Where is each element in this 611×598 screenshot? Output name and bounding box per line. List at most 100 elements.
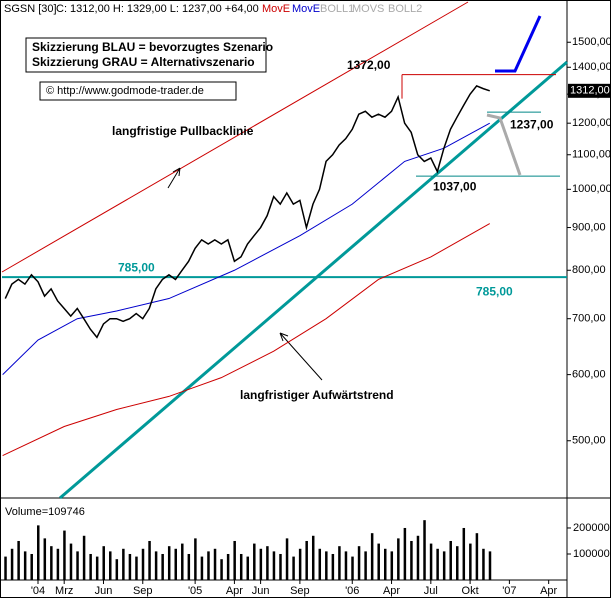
x-tick-label: Okt [462, 585, 479, 597]
x-tick-label: Sep [133, 585, 153, 597]
volume-bar [167, 546, 171, 580]
volume-bar [102, 546, 105, 580]
volume-bar [331, 553, 335, 580]
volume-bar [174, 548, 177, 580]
volume-label: Volume=109746 [5, 506, 85, 518]
volume-bar [82, 535, 86, 580]
volume-bar [161, 553, 164, 580]
pullback-line [1, 1, 469, 273]
annotation: langfristige Pullbacklinie [112, 124, 254, 138]
moving-average [2, 122, 490, 375]
volume-bar [266, 546, 269, 580]
volume-bar [344, 551, 348, 580]
level-label: 1037,00 [433, 179, 477, 193]
volume-bar [115, 559, 119, 580]
volume-bar [488, 551, 492, 580]
level-label: 1237,00 [510, 117, 554, 131]
volume-bar [285, 538, 289, 580]
volume-bar [370, 533, 374, 580]
volume-bar [383, 548, 387, 580]
volume-bar [128, 553, 132, 580]
volume-bar [246, 556, 250, 580]
volume-tick-label: 100000 [573, 548, 610, 560]
volume-bar [30, 553, 33, 580]
volume-bar [272, 551, 276, 580]
header-ind: BOLL1 [320, 3, 354, 15]
volume-bar [43, 538, 47, 580]
volume-bar [141, 548, 145, 580]
volume-bar [390, 551, 394, 580]
legend-text: Skizzierung GRAU = Alternativszenario [32, 55, 255, 69]
y-tick-label: 800,00 [572, 264, 606, 276]
x-tick-label: '05 [188, 585, 202, 597]
volume-bar [95, 556, 99, 580]
x-tick-label: '04 [31, 585, 45, 597]
volume-bar [50, 546, 53, 580]
header-ind: MovE [292, 3, 320, 15]
x-tick-label: Mrz [55, 585, 73, 597]
volume-bar [89, 553, 92, 580]
volume-bar [207, 551, 210, 580]
copyright: © http://www.godmode-trader.de [46, 85, 204, 97]
y-tick-label: 1000,00 [572, 183, 611, 195]
x-tick-label: Apr [226, 585, 243, 597]
volume-bar [239, 553, 243, 580]
volume-bar [469, 543, 472, 580]
moving-average [2, 223, 490, 457]
volume-bar [482, 548, 485, 580]
volume-bar [122, 548, 125, 580]
volume-bar [23, 551, 27, 580]
volume-bar [279, 553, 282, 580]
y-tick-label: 500,00 [572, 435, 606, 447]
volume-bar [10, 548, 14, 580]
volume-bar [325, 551, 328, 580]
volume-bar [357, 546, 361, 580]
header-quote: C: 1312,00 H: 1329,00 L: 1237,00 +64,00 [56, 3, 259, 15]
volume-bar [4, 556, 7, 580]
volume-bar [305, 540, 308, 580]
header-ind: BOLL2 [388, 3, 422, 15]
volume-bar [442, 551, 446, 580]
volume-bar [37, 525, 40, 580]
x-tick-label: '07 [502, 585, 516, 597]
volume-bar [17, 540, 20, 580]
volume-bar [259, 548, 263, 580]
arrow [167, 167, 181, 189]
volume-bar [233, 540, 236, 580]
annotation: langfristiger Aufwärtstrend [240, 388, 394, 402]
y-tick-label: 1500,00 [572, 36, 611, 48]
volume-bar [148, 540, 151, 580]
x-tick-label: Jun [95, 585, 113, 597]
y-tick-label: 900,00 [572, 221, 606, 233]
volume-bar [194, 538, 197, 580]
arrow [279, 332, 323, 381]
scenario-blue [495, 15, 542, 73]
x-tick-label: '06 [345, 585, 359, 597]
volume-bar [351, 556, 354, 580]
x-tick-label: Apr [540, 585, 557, 597]
volume-bar [423, 520, 426, 580]
volume-bar [377, 543, 380, 580]
header-ind: MovE [262, 3, 290, 15]
volume-bar [311, 535, 315, 580]
volume-bar [181, 543, 184, 580]
volume-bar [298, 548, 302, 580]
volume-bar [397, 538, 400, 580]
volume-bar [213, 548, 217, 580]
volume-bar [364, 551, 367, 580]
volume-bar [253, 543, 256, 580]
price-line [4, 84, 490, 339]
volume-bar [200, 556, 204, 580]
volume-bar [69, 543, 73, 580]
header-ind: MOVS [352, 3, 384, 15]
volume-bar [436, 548, 439, 580]
header: SGSN [30] C: 1312,00 H: 1329,00 L: 1237,… [4, 3, 422, 15]
x-tick-label: Sep [290, 585, 310, 597]
level-label: 1372,00 [347, 58, 391, 72]
last-price-box [568, 83, 610, 98]
volume-bar [76, 551, 79, 580]
volume-bar [187, 553, 191, 580]
scenario-gray [486, 113, 522, 176]
legend-box [25, 37, 267, 73]
